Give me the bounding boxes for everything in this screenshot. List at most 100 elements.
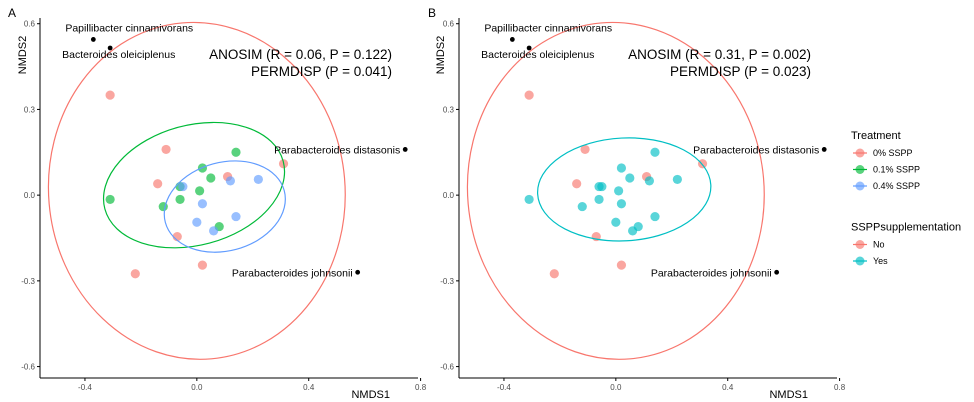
data-point bbox=[650, 147, 660, 157]
data-point bbox=[105, 194, 115, 205]
data-point bbox=[178, 181, 188, 192]
data-point bbox=[650, 211, 660, 222]
legend-item: Yes bbox=[853, 256, 888, 266]
legend-title: Treatment bbox=[851, 130, 901, 142]
data-point bbox=[192, 217, 202, 227]
data-point bbox=[195, 186, 205, 196]
y-tick-label: 0.6 bbox=[443, 20, 455, 29]
data-point bbox=[580, 144, 590, 155]
y-tick-label: -0.6 bbox=[21, 363, 35, 372]
species-point bbox=[402, 147, 408, 152]
x-tick-label: 0.4 bbox=[303, 383, 315, 392]
data-point bbox=[231, 211, 241, 222]
species-point bbox=[509, 37, 515, 42]
legend-label: 0% SSPP bbox=[873, 148, 913, 158]
x-tick-label: 0.8 bbox=[834, 383, 846, 392]
species-point bbox=[90, 37, 96, 42]
confidence-ellipse bbox=[47, 21, 346, 360]
panel-b: B NMDS2 NMDS1 -0.4 0.0 0.4 0.8 0.6 0.3 0.0 -0.3… bbox=[428, 6, 846, 401]
data-point bbox=[524, 90, 534, 100]
species-label: Parabacteroides distasonis bbox=[274, 144, 400, 156]
legend-swatch bbox=[855, 181, 865, 191]
data-point bbox=[209, 226, 219, 236]
x-tick-label: -0.4 bbox=[78, 383, 92, 392]
data-point bbox=[197, 199, 208, 209]
data-point bbox=[614, 186, 624, 196]
x-tick-label: -0.4 bbox=[497, 383, 511, 392]
confidence-ellipse bbox=[102, 121, 286, 249]
species-point bbox=[355, 269, 361, 275]
data-point bbox=[616, 163, 627, 173]
legend-title: SSPPsupplementation bbox=[851, 222, 961, 234]
y-tick-label: 0.3 bbox=[443, 105, 455, 114]
anosim-text: ANOSIM (R = 0.31, P = 0.002) bbox=[628, 47, 811, 62]
y-tick-label: -0.3 bbox=[440, 277, 454, 286]
legend-item: 0.1% SSPP bbox=[853, 165, 920, 175]
species-point bbox=[526, 45, 532, 51]
data-point bbox=[628, 226, 638, 236]
species-label: Papillibacter cinnamivorans bbox=[65, 22, 193, 34]
panel-letter-a: A bbox=[8, 6, 16, 20]
data-point bbox=[611, 217, 621, 227]
x-tick-label: 0.8 bbox=[415, 383, 427, 392]
legend-swatch bbox=[855, 165, 865, 174]
data-point bbox=[577, 201, 587, 212]
panel-a: A NMDS2 NMDS1 -0.4 0.0 0.4 0.8 0.6 0.3 0.0 -0.3… bbox=[8, 6, 427, 401]
data-point bbox=[206, 173, 216, 183]
legend-label: No bbox=[873, 240, 885, 250]
data-point bbox=[253, 174, 263, 185]
data-point bbox=[105, 90, 115, 100]
data-point bbox=[549, 269, 559, 279]
y-tick-label: 0.6 bbox=[24, 20, 36, 29]
species-label: Parabacteroides johnsonii bbox=[651, 267, 772, 279]
data-point bbox=[153, 179, 163, 189]
anosim-text: ANOSIM (R = 0.06, P = 0.122) bbox=[209, 47, 392, 62]
x-axis-title: NMDS1 bbox=[351, 389, 390, 401]
legend-label: 0.4% SSPP bbox=[873, 181, 920, 191]
data-point bbox=[524, 194, 534, 205]
data-point bbox=[231, 147, 241, 157]
species-point bbox=[107, 45, 113, 51]
species-point bbox=[774, 269, 780, 275]
data-point bbox=[672, 174, 682, 185]
data-point bbox=[616, 260, 627, 270]
legend: Treatment 0% SSPP 0.1% SSPP 0.4% SSPP SSPPsu… bbox=[851, 130, 961, 266]
x-tick-label: 0.4 bbox=[722, 383, 734, 392]
data-point bbox=[161, 144, 171, 155]
legend-item: 0.4% SSPP bbox=[853, 181, 920, 191]
legend-item: 0% SSPP bbox=[853, 148, 913, 158]
confidence-ellipse bbox=[466, 21, 765, 360]
legend-label: 0.1% SSPP bbox=[873, 165, 920, 175]
legend-swatch bbox=[855, 256, 865, 266]
data-point bbox=[572, 179, 582, 189]
legend-swatch bbox=[855, 240, 865, 249]
species-label: Bacteroides oleiciplenus bbox=[481, 49, 594, 61]
y-tick-label: -0.3 bbox=[21, 277, 35, 286]
data-point bbox=[175, 194, 185, 205]
data-point bbox=[625, 173, 635, 183]
data-point bbox=[616, 199, 627, 209]
y-tick-label: 0.0 bbox=[24, 191, 36, 200]
x-axis-title: NMDS1 bbox=[769, 389, 808, 401]
data-point bbox=[158, 201, 168, 212]
y-tick-label: 0.0 bbox=[443, 191, 455, 200]
species-label: Parabacteroides distasonis bbox=[693, 144, 819, 156]
y-axis-title: NMDS2 bbox=[435, 36, 447, 75]
data-point bbox=[644, 176, 654, 186]
data-point bbox=[130, 269, 140, 279]
confidence-ellipse bbox=[536, 137, 712, 242]
species-label: Bacteroides oleiciplenus bbox=[62, 49, 175, 61]
y-tick-label: 0.3 bbox=[24, 105, 36, 114]
x-tick-label: 0.0 bbox=[610, 383, 622, 392]
confidence-ellipse bbox=[163, 160, 286, 253]
data-point bbox=[197, 260, 208, 270]
permdisp-text: PERMDISP (P = 0.041) bbox=[251, 64, 392, 79]
species-point bbox=[821, 147, 827, 152]
permdisp-text: PERMDISP (P = 0.023) bbox=[670, 64, 811, 79]
species-label: Parabacteroides johnsonii bbox=[232, 267, 353, 279]
legend-label: Yes bbox=[873, 256, 888, 266]
x-tick-label: 0.0 bbox=[191, 383, 203, 392]
y-axis-title: NMDS2 bbox=[17, 36, 29, 75]
data-point bbox=[594, 194, 604, 205]
